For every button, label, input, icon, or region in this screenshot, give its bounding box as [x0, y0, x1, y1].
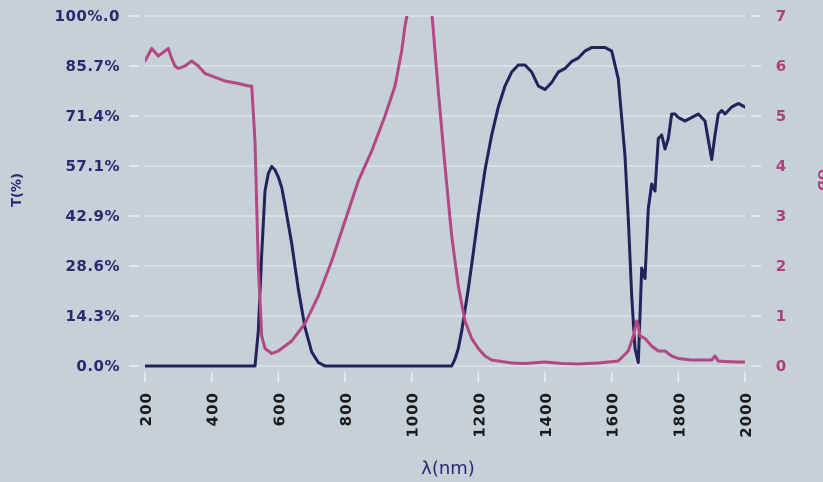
right-tick-label: 0 — [776, 357, 786, 375]
x-tick-label: 1200 — [470, 392, 488, 438]
x-tick-label: 2000 — [737, 392, 755, 438]
left-tick-label: 0.0% — [76, 357, 120, 375]
left-tick-label: 42.9% — [65, 207, 120, 225]
right-tick-label: 1 — [776, 307, 786, 325]
x-tick-label: 1000 — [404, 392, 422, 438]
transmittance-line — [145, 46, 745, 368]
left-tick-label: 71.4% — [65, 107, 120, 125]
x-tick-label: 800 — [337, 392, 355, 426]
right-axis-title: OD — [814, 169, 823, 191]
x-axis-title: λ(nm) — [421, 458, 475, 479]
optical-density-line — [145, 16, 745, 366]
left-tick-label: 85.7% — [65, 57, 120, 75]
right-tick-label: 6 — [776, 57, 786, 75]
x-tick-label: 1800 — [670, 392, 688, 438]
left-tick-label: 100%.0 — [55, 7, 120, 25]
x-axis-ticks: 200 400 600 800 1000 1200 1400 1600 1800 2000 — [137, 372, 755, 438]
right-tick-label: 3 — [776, 207, 786, 225]
x-tick-label: 600 — [270, 392, 288, 426]
x-tick-label: 200 — [137, 392, 155, 426]
x-tick-label: 400 — [204, 392, 222, 426]
left-tick-label: 14.3% — [65, 307, 120, 325]
x-tick-label: 1400 — [537, 392, 555, 438]
left-tick-label: 57.1% — [65, 157, 120, 175]
left-axis-title: T(%) — [10, 173, 25, 207]
right-axis-ticks: 0 1 2 3 4 5 6 7 — [751, 7, 786, 375]
right-tick-label: 5 — [776, 107, 786, 125]
right-tick-label: 7 — [776, 7, 786, 25]
right-tick-label: 4 — [776, 157, 786, 175]
x-tick-label: 1600 — [604, 392, 622, 438]
left-tick-label: 28.6% — [65, 257, 120, 275]
right-tick-label: 2 — [776, 257, 786, 275]
series-layer — [145, 16, 745, 368]
left-axis-ticks: 0.0% 14.3% 28.6% 42.9% 57.1% 71.4% 85.7% 100%.0 — [55, 7, 139, 375]
